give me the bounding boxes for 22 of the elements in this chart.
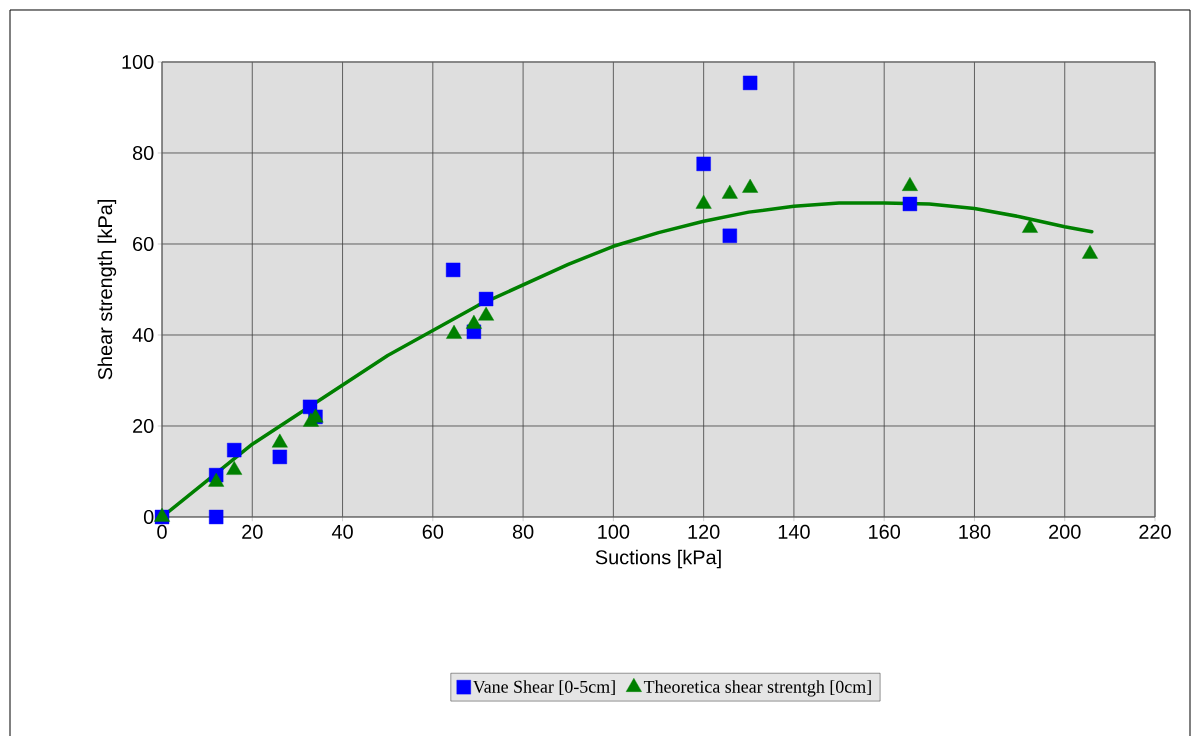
y-axis-title: Shear strength [kPa] [97, 200, 117, 380]
x-tick-label: 40 [331, 524, 353, 539]
y-tick-label: 100 [122, 54, 154, 70]
x-tick-label: 80 [512, 524, 534, 539]
x-tick-label: 140 [778, 524, 810, 539]
x-tick-label: 200 [1049, 524, 1081, 539]
x-tick-label: 120 [688, 524, 720, 539]
x-tick-label: 20 [242, 524, 263, 539]
x-tick-label: 60 [422, 524, 444, 539]
y-tick-label: 40 [132, 327, 154, 343]
y-tick-label: 20 [133, 418, 154, 434]
x-tick-label: 0 [157, 524, 167, 539]
y-tick-label: 0 [143, 509, 154, 525]
x-axis-title: Suctions [kPa] [595, 549, 721, 569]
x-tick-label: 180 [959, 524, 991, 539]
y-tick-label: 60 [133, 236, 154, 252]
legend-label: Theoretica shear strentgh [0cm] [643, 680, 871, 697]
x-tick-label: 160 [869, 524, 901, 539]
x-tick-label: 100 [598, 524, 630, 539]
x-tick-label: 220 [1139, 524, 1171, 539]
y-tick-label: 80 [132, 145, 154, 161]
legend-label: Vane Shear [0-5cm] [472, 680, 615, 696]
